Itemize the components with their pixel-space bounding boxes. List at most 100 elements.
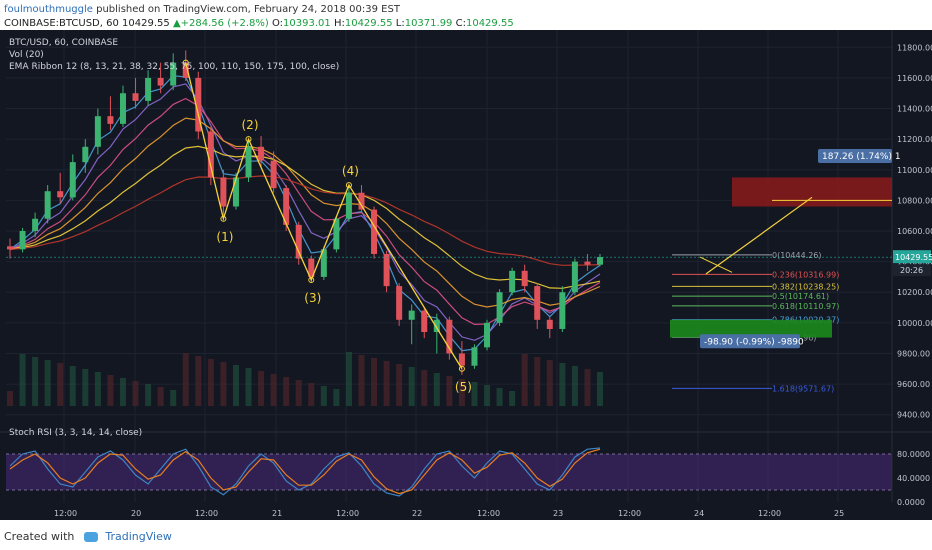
price-chart[interactable]: 11800.00 11600.00 11400.00 11200.00 11000.00…: [0, 30, 932, 520]
fib-label: 0.382(10238.25): [772, 282, 839, 291]
candle-body: [521, 270, 528, 287]
last-price: 10429.55: [122, 18, 170, 29]
y-tick-label: 9600.00: [897, 380, 930, 389]
x-tick-label: 25: [834, 509, 844, 518]
stoch-tick-label: 40.0000: [897, 474, 930, 483]
y-tick-label: 11000.00: [897, 166, 932, 175]
candle-body: [571, 261, 578, 293]
stoch-k-line: [9, 447, 601, 497]
volume-bar: [383, 361, 390, 406]
volume-bar: [471, 382, 478, 406]
volume-bar: [371, 358, 378, 406]
volume-bar: [145, 384, 152, 406]
candle-body: [7, 246, 13, 250]
candle-body: [182, 62, 189, 78]
author-link[interactable]: foulmouthmuggle: [4, 4, 93, 15]
created-with: Created with: [4, 530, 75, 543]
candle-body: [119, 93, 126, 124]
candle-body: [207, 131, 214, 178]
stop-box: [670, 319, 832, 338]
volume-bar: [232, 365, 239, 406]
y-tick-label: 11400.00: [897, 105, 932, 114]
volume-bar: [170, 390, 177, 406]
high-value: 10429.55: [344, 18, 393, 29]
candle-body: [484, 322, 491, 348]
volume-bar: [546, 360, 553, 406]
target-label-bg: [818, 149, 892, 164]
volume-bar: [258, 371, 265, 406]
x-tick-label: 12:00: [477, 509, 500, 518]
x-tick-label: 21: [272, 509, 282, 518]
up-arrow-icon: ▲: [172, 18, 181, 29]
projection-line: [699, 256, 733, 273]
candle-body: [433, 319, 440, 333]
volume-bar: [44, 360, 51, 406]
candle-body: [546, 319, 553, 329]
candle-body: [458, 353, 465, 366]
open-value: 10393.01: [283, 18, 331, 29]
volume-bar: [82, 369, 89, 406]
candle-body: [308, 258, 315, 277]
price-tag-bg: [893, 250, 931, 264]
volume-bar: [571, 366, 578, 406]
stoch-tick-label: 80.0000: [897, 450, 930, 459]
wave-point: [182, 59, 189, 66]
legend-title: BTC/USD, 60, COINBASE: [9, 38, 119, 48]
volume-bar: [484, 385, 491, 406]
y-tick-label: 10800.00: [897, 196, 932, 205]
wave-label: (4): [342, 164, 359, 178]
x-tick-label: 22: [412, 509, 422, 518]
x-tick-label: 12:00: [195, 509, 218, 518]
y-tick-label: 11200.00: [897, 135, 932, 144]
close-label: C:: [455, 18, 466, 29]
x-tick-label: 24: [694, 509, 704, 518]
close-value: 10429.55: [465, 18, 514, 29]
time-tag-bg: [893, 264, 931, 277]
volume-bar: [295, 380, 302, 406]
tradingview-logo-icon: [83, 532, 98, 542]
candle-body: [496, 292, 503, 323]
candle-body: [559, 292, 566, 329]
volume-bar: [358, 355, 365, 406]
candle-body: [44, 191, 51, 219]
high-label: H:: [333, 18, 345, 29]
volume-bar: [7, 391, 13, 406]
candle-body: [145, 77, 152, 101]
legend-stoch: Stoch RSI (3, 3, 14, 14, close): [9, 428, 143, 438]
wave-point: [245, 136, 252, 143]
volume-bar: [157, 387, 164, 406]
candle-body: [295, 224, 302, 259]
candle-body: [597, 257, 603, 265]
wave-label: (1): [216, 230, 233, 244]
volume-bar: [333, 389, 340, 406]
candle-body: [333, 218, 340, 250]
candle-body: [57, 191, 64, 198]
chart-area[interactable]: 11800.00 11600.00 11400.00 11200.00 11000.00…: [0, 30, 932, 520]
volume-bar: [559, 363, 566, 406]
candle-body: [232, 177, 239, 207]
volume-bar: [245, 368, 252, 406]
price-tag: 10429.55: [895, 253, 932, 262]
candle-body: [509, 270, 516, 293]
candle-body: [170, 62, 177, 86]
candle-body: [345, 192, 352, 219]
volume-bar: [119, 378, 126, 406]
y-tick-label: 11600.00: [897, 74, 932, 83]
candle-body: [584, 261, 591, 265]
time-tag: 20:26: [900, 266, 923, 275]
volume-bar: [69, 366, 76, 406]
volume-bar: [94, 372, 101, 406]
tradingview-brand[interactable]: TradingView: [105, 530, 172, 543]
volume-bar: [308, 383, 315, 406]
fib-label: 0.618(10110.97): [772, 302, 839, 311]
candle-body: [220, 177, 227, 207]
volume-bar: [584, 369, 591, 406]
symbol-label: COINBASE:BTCUSD, 60: [4, 18, 119, 29]
candle-body: [258, 146, 265, 161]
volume-bar: [446, 376, 453, 406]
stop-label: -98.90 (-0.99%) -9890: [704, 337, 804, 347]
wave-point: [458, 365, 465, 372]
volume-bar: [182, 353, 189, 406]
publish-line: foulmouthmuggle published on TradingView…: [4, 4, 400, 15]
legend-vol: Vol (20): [9, 50, 44, 60]
